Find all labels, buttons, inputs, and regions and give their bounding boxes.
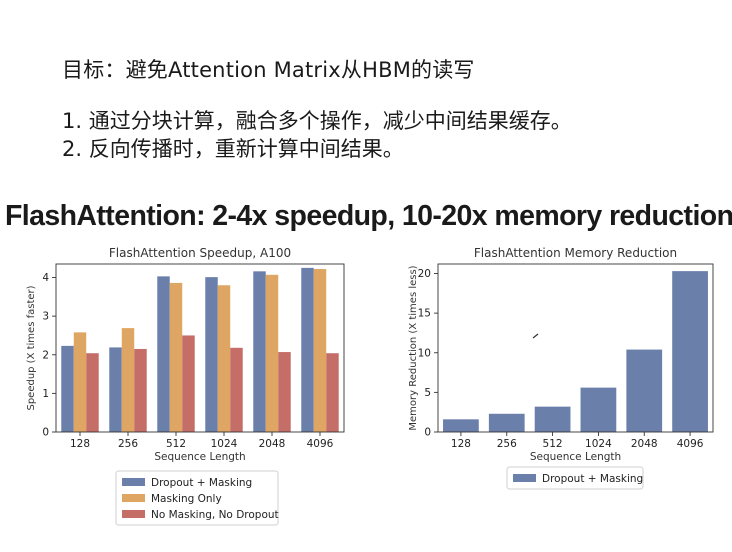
x-tick-label: 128 <box>451 438 471 450</box>
y-axis-label: Speedup (X times faster) <box>26 285 37 410</box>
bar-256-s2 <box>134 348 147 432</box>
bar-128-s0 <box>61 345 74 432</box>
y-tick-label: 15 <box>418 308 431 320</box>
legend-swatch <box>122 478 145 486</box>
point-item: 1. 通过分块计算，融合多个操作，减少中间结果缓存。 <box>62 109 572 133</box>
bar-512-s0 <box>534 406 571 432</box>
bar-1024-s1 <box>217 285 231 432</box>
legend-box <box>506 466 644 490</box>
bar-2048-s1 <box>265 274 279 432</box>
key-points: 1. 通过分块计算，融合多个操作，减少中间结果缓存。 2. 反向传播时，重新计算… <box>62 107 572 163</box>
bar-512-s1 <box>169 282 183 432</box>
x-tick-label: 2048 <box>631 438 658 450</box>
bar-4096-s2 <box>326 353 339 432</box>
bar-256-s1 <box>121 328 135 432</box>
legend-label: Dropout + Masking <box>151 477 252 489</box>
y-tick-label: 2 <box>42 349 49 361</box>
headline: FlashAttention: 2-4x speedup, 10-20x mem… <box>5 200 732 232</box>
bar-128-s1 <box>73 332 87 432</box>
y-tick-label: 10 <box>418 347 431 359</box>
x-axis-label: Sequence Length <box>154 451 245 463</box>
bar-4096-s0 <box>672 271 708 432</box>
y-tick-label: 0 <box>42 427 49 439</box>
y-tick-label: 4 <box>42 272 49 284</box>
legend: Dropout + Masking Masking Only No Masking,… <box>115 470 279 526</box>
legend-label: No Masking, No Dropout <box>151 509 279 521</box>
legend: Dropout + Masking <box>506 466 644 490</box>
x-tick-label: 256 <box>118 438 138 450</box>
chart-1: 0 1 2 3 4 128 256 512 1024 2048 4096 FlashAttention… <box>26 246 345 526</box>
bar-128-s0 <box>443 419 479 432</box>
bar-1024-s0 <box>580 387 617 432</box>
bar-4096-s0 <box>301 267 314 432</box>
chart-title: FlashAttention Memory Reduction <box>474 246 677 260</box>
legend-swatch <box>122 494 145 502</box>
chart-title: FlashAttention Speedup, A100 <box>109 246 291 260</box>
chart-2: 0 5 10 15 20 128 256 512 1024 2048 4096 FlashAttent… <box>408 246 714 490</box>
bar-4096-s1 <box>313 269 327 432</box>
bar-128-s2 <box>86 353 99 432</box>
x-tick-label: 4096 <box>307 438 334 450</box>
x-tick-label: 1024 <box>585 438 612 450</box>
x-tick-label: 2048 <box>259 438 286 450</box>
x-tick-label: 512 <box>166 438 186 450</box>
bar-512-s2 <box>182 335 195 432</box>
y-tick-label: 20 <box>418 268 431 280</box>
legend-label: Masking Only <box>151 493 222 505</box>
y-tick-label: 0 <box>424 427 431 439</box>
bar-2048-s0 <box>253 271 266 432</box>
bar-256-s0 <box>109 347 122 432</box>
y-tick-label: 5 <box>424 387 431 399</box>
plot-frame <box>437 263 714 433</box>
x-tick-label: 4096 <box>677 438 704 450</box>
legend-box <box>115 470 279 526</box>
x-tick-label: 1024 <box>211 438 238 450</box>
legend-swatch <box>122 510 145 518</box>
x-tick-label: 256 <box>497 438 517 450</box>
pen-mark <box>532 333 539 339</box>
bar-512-s0 <box>157 276 170 432</box>
plot-frame <box>55 263 345 433</box>
point-item: 2. 反向传播时，重新计算中间结果。 <box>62 137 404 161</box>
bar-2048-s0 <box>626 349 663 432</box>
bar-2048-s2 <box>278 352 291 432</box>
bar-1024-s2 <box>230 347 243 432</box>
y-tick-label: 3 <box>42 311 49 323</box>
legend-swatch <box>513 474 536 482</box>
x-axis-label: Sequence Length <box>530 451 621 463</box>
x-tick-label: 512 <box>543 438 563 450</box>
slide-goal: 目标：避免Attention Matrix从HBM的读写 <box>62 58 475 82</box>
bar-1024-s0 <box>205 277 218 432</box>
y-tick-label: 1 <box>42 388 49 400</box>
legend-label: Dropout + Masking <box>542 473 643 485</box>
bar-256-s0 <box>488 413 525 432</box>
y-axis-label: Memory Reduction (X times less) <box>408 265 419 430</box>
x-tick-label: 128 <box>70 438 90 450</box>
